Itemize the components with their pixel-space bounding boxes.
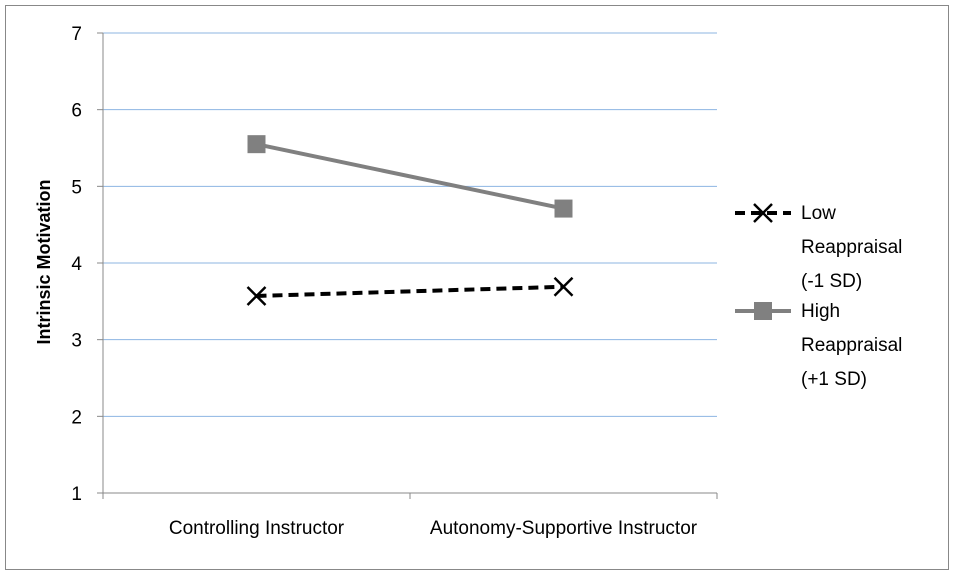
y-tick-label: 2 xyxy=(71,407,82,428)
y-tick-label: 5 xyxy=(71,177,82,198)
legend-label-line: Reappraisal xyxy=(801,237,902,258)
y-tick-labels: 1 2 3 4 5 6 7 xyxy=(71,24,82,505)
y-tick-label: 1 xyxy=(71,484,82,505)
data-point-0-0 xyxy=(246,286,267,306)
legend-label-line: (+1 SD) xyxy=(801,369,867,390)
legend: Low Reappraisal (-1 SD) High Reappraisal (+1 … xyxy=(735,203,902,390)
data-point-1-1 xyxy=(554,199,573,218)
legend-label-line: (-1 SD) xyxy=(801,271,862,292)
data-point-1-0 xyxy=(247,135,266,154)
x-tick-labels: Controlling Instructor Autonomy-Supportiv… xyxy=(169,518,698,539)
y-tick-label: 6 xyxy=(71,101,82,122)
x-tick-label: Controlling Instructor xyxy=(169,518,345,539)
y-tick-label: 7 xyxy=(71,24,82,45)
x-tick-label: Autonomy-Supportive Instructor xyxy=(430,518,698,539)
series-line-0 xyxy=(256,284,564,298)
y-tick-label: 4 xyxy=(71,254,82,275)
chart-frame xyxy=(5,5,949,570)
data-point-0-1 xyxy=(553,276,574,297)
axes xyxy=(97,32,718,499)
y-axis-label: Intrinsic Motivation xyxy=(34,179,54,344)
legend-label-line: Reappraisal xyxy=(801,335,902,356)
legend-label-line: High xyxy=(801,301,840,322)
y-tick-label: 3 xyxy=(71,331,82,352)
series-layer xyxy=(246,135,574,306)
legend-label-line: Low xyxy=(801,203,836,224)
legend-marker-1 xyxy=(754,302,772,320)
gridlines xyxy=(103,32,717,417)
legend-marker-0 xyxy=(753,203,773,223)
series-line-1 xyxy=(256,142,564,211)
